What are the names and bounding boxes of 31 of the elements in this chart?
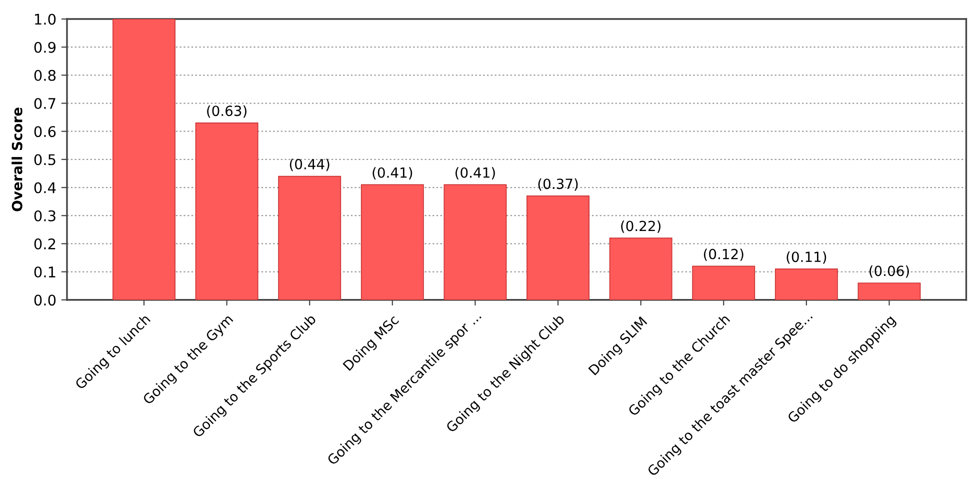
data-label: (0.37): [538, 178, 578, 191]
y-tick-label: 0.0: [34, 294, 56, 306]
y-tick-label: 0.9: [34, 42, 56, 53]
y-tick-label: 1.0: [34, 14, 56, 25]
data-label: (0.41): [456, 167, 495, 180]
data-label: (0.41): [372, 167, 412, 180]
y-tick-label: 0.4: [34, 182, 56, 194]
y-tick-label: 0.6: [34, 126, 56, 138]
y-tick-label: 0.7: [34, 98, 56, 110]
y-tick-label: 0.1: [34, 266, 56, 278]
data-label: (0.12): [704, 248, 744, 261]
bar: [112, 19, 176, 300]
bar: [195, 122, 258, 300]
bar: [278, 176, 342, 300]
data-label: (0.63): [207, 105, 246, 118]
bar: [526, 196, 590, 300]
bar: [360, 184, 424, 300]
y-axis-title: Overall Score: [12, 108, 22, 212]
y-tick-label: 0.2: [34, 238, 56, 250]
data-label: (0.44): [290, 158, 330, 172]
data-label: (0.06): [870, 265, 909, 278]
data-label: (0.11): [786, 251, 826, 264]
y-tick-label: 0.3: [34, 210, 56, 222]
bar: [774, 268, 838, 300]
bar: [858, 282, 921, 300]
bar: [692, 266, 756, 300]
data-label: (0.22): [621, 220, 660, 233]
bar: [444, 184, 507, 300]
y-tick-label: 0.5: [34, 154, 56, 166]
y-tick-label: 0.8: [34, 70, 56, 81]
bar: [609, 238, 672, 300]
